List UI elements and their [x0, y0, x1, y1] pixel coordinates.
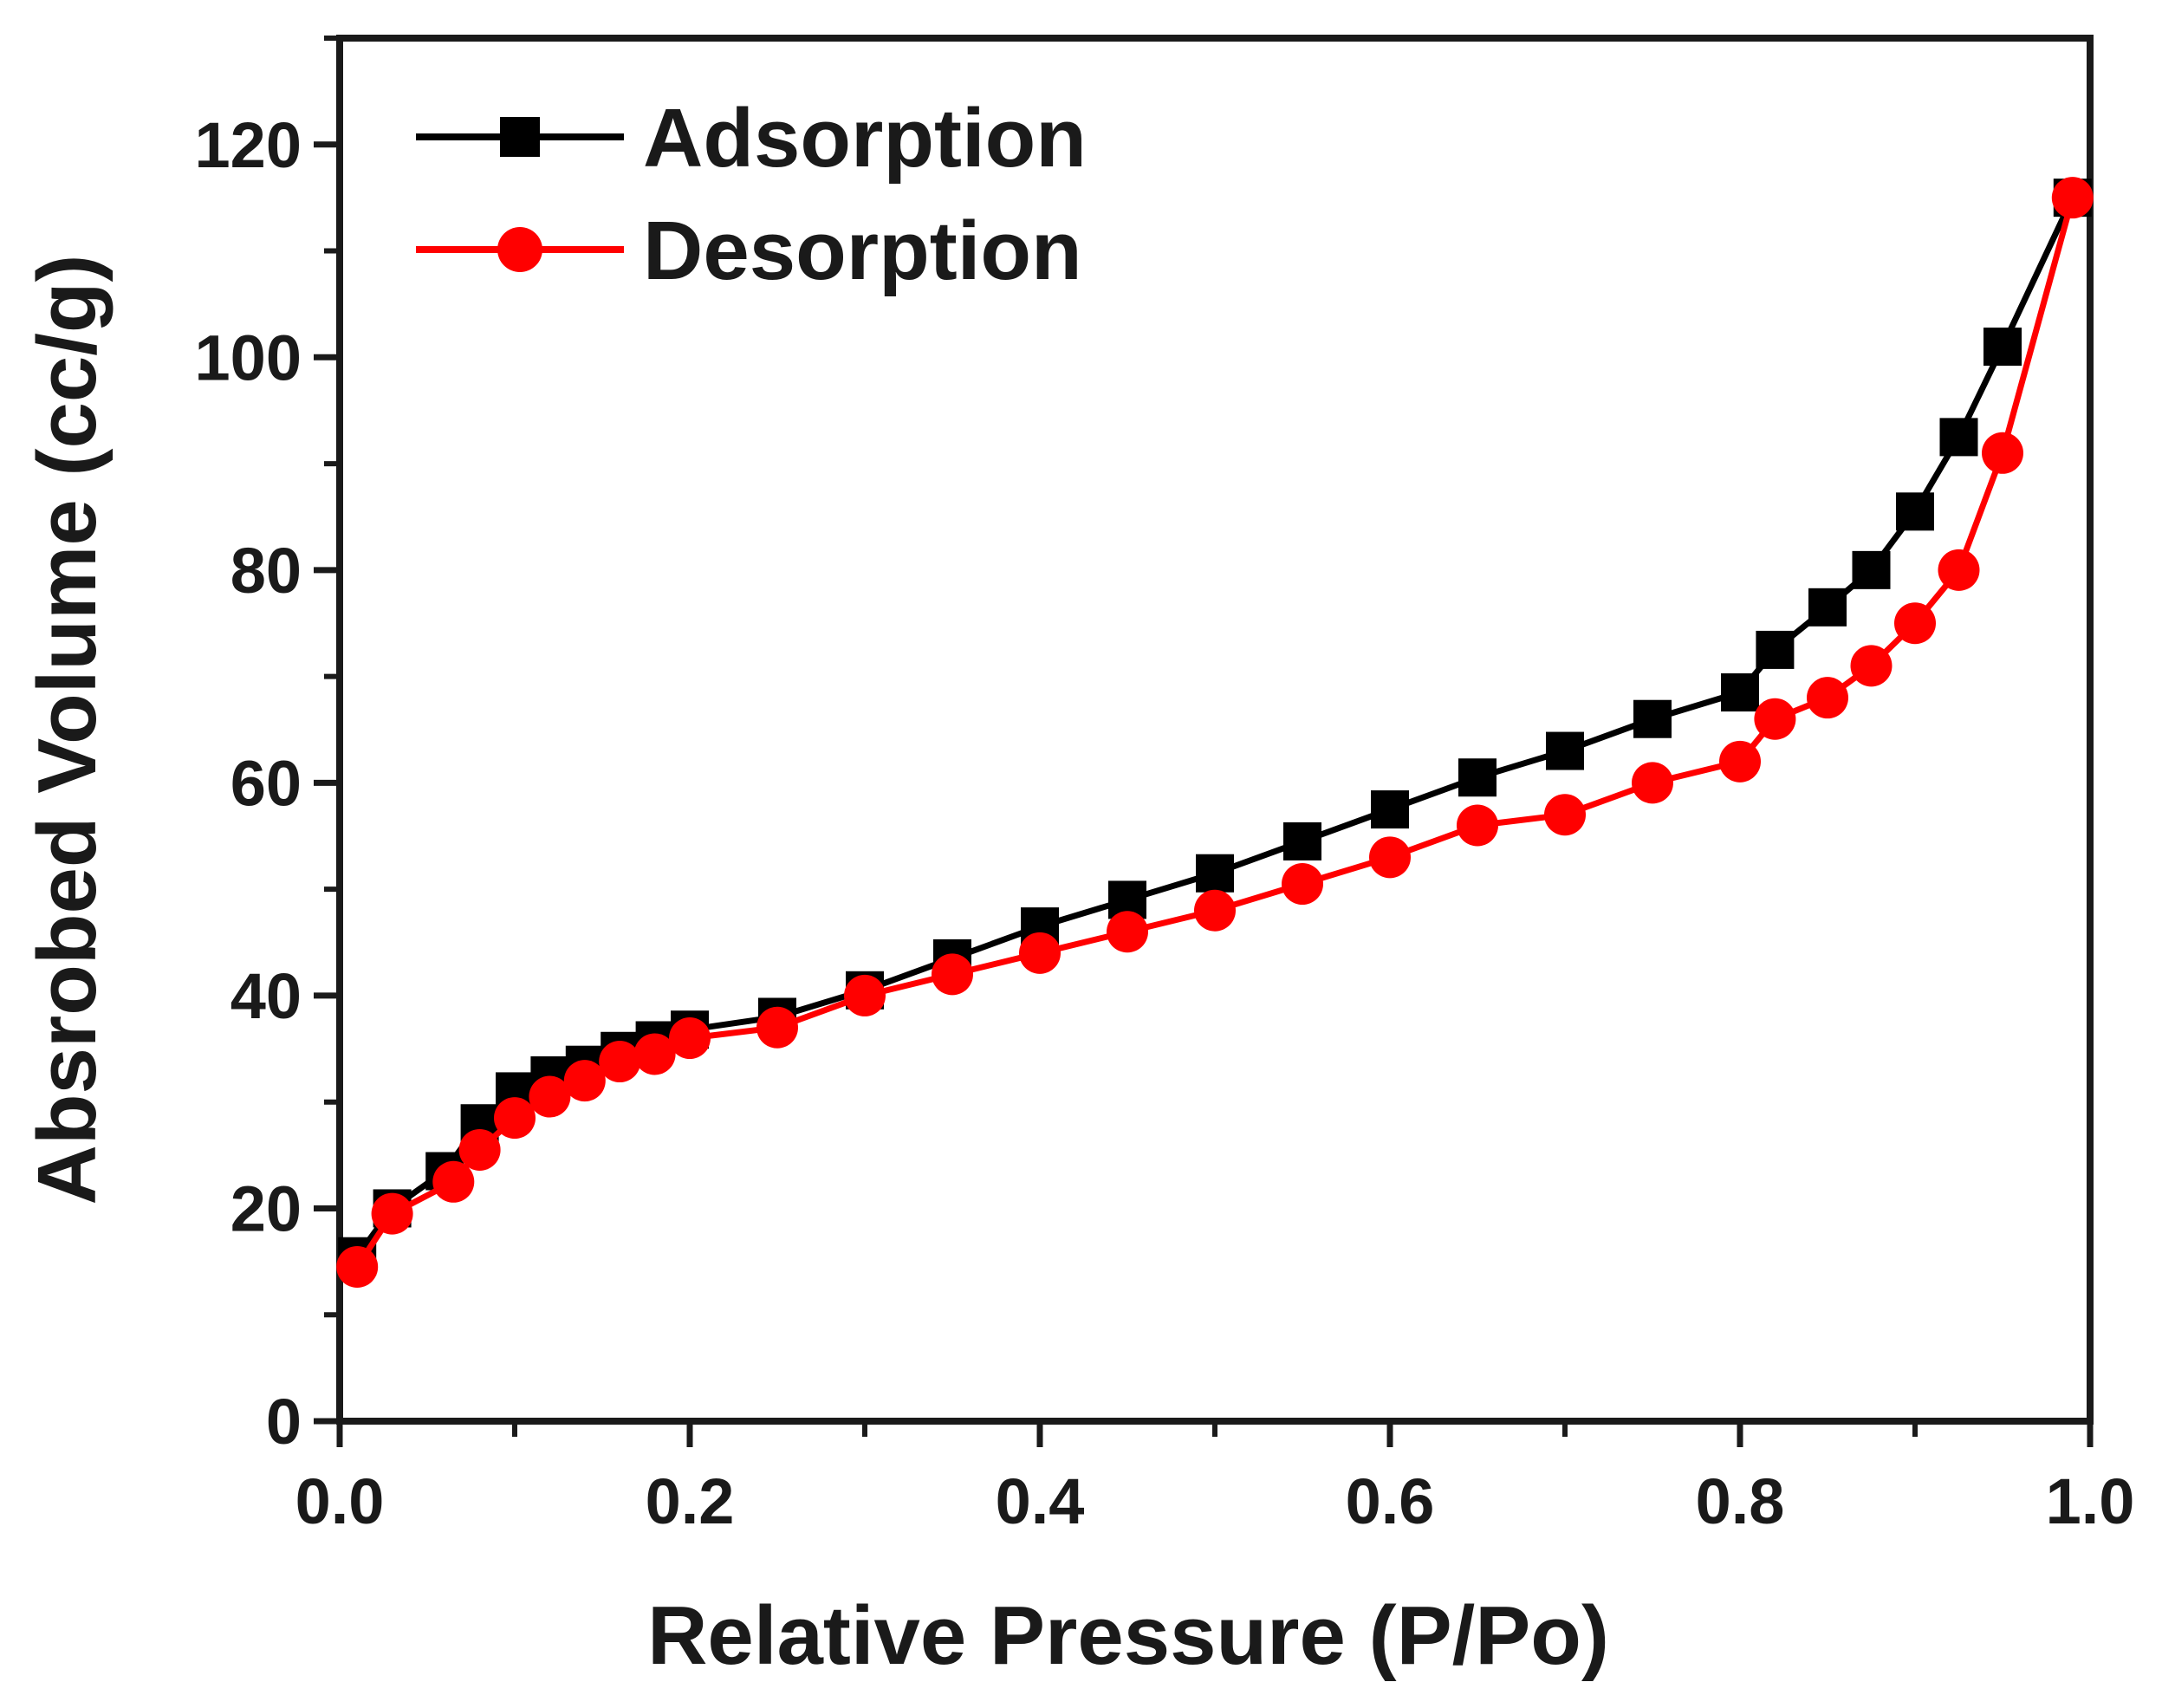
desorption-point — [458, 1128, 501, 1171]
legend: Adsorption Desorption — [416, 92, 1087, 297]
desorption-point — [1457, 804, 1498, 847]
adsorption-point — [1852, 550, 1891, 589]
y-axis-title: Absrobed Volume (cc/g) — [21, 254, 114, 1205]
axis-ticks: 0.0 0.2 0.4 0.6 0.8 1.0 0 20 40 60 80 100 120 — [195, 36, 2135, 1537]
adsorption-point — [1896, 492, 1934, 531]
desorption-point — [756, 1006, 798, 1049]
desorption-point — [1807, 677, 1848, 719]
adsorption-point — [1458, 758, 1497, 797]
y-tick-label: 100 — [195, 321, 302, 393]
series-adsorption — [338, 179, 2092, 1276]
adsorption-point — [1371, 790, 1409, 829]
adsorption-line — [354, 196, 2075, 1258]
desorption-point — [599, 1041, 641, 1083]
y-tick-label: 20 — [230, 1172, 302, 1244]
desorption-line — [354, 197, 2076, 1269]
desorption-point — [669, 1017, 711, 1060]
adsorption-point — [1983, 328, 2022, 367]
desorption-point — [1369, 836, 1411, 879]
legend-label-adsorption: Adsorption — [643, 92, 1087, 185]
adsorption-point — [1808, 588, 1847, 627]
adsorption-point — [1633, 699, 1672, 738]
desorption-point — [1938, 549, 1980, 591]
desorption-point — [1107, 911, 1148, 953]
desorption-point — [336, 1245, 379, 1288]
desorption-point — [1850, 645, 1893, 687]
desorption-point — [1894, 602, 1936, 645]
x-tick-label: 0.6 — [1346, 1465, 1435, 1537]
series-desorption — [336, 177, 2094, 1288]
desorption-point — [1194, 889, 1236, 932]
y-tick-label: 60 — [230, 747, 302, 819]
desorption-point — [494, 1097, 536, 1140]
desorption-point — [371, 1192, 413, 1235]
desorption-point — [932, 953, 973, 996]
x-tick-label: 0.2 — [646, 1465, 735, 1537]
adsorption-point — [1939, 418, 1978, 457]
desorption-point — [563, 1060, 606, 1102]
desorption-point — [1019, 932, 1061, 974]
x-axis-title: Relative Pressure (P/Po) — [647, 1589, 1609, 1682]
desorption-point — [844, 974, 886, 1016]
adsorption-point — [1546, 731, 1584, 770]
legend-marker-adsorption — [500, 117, 540, 157]
x-tick-label: 1.0 — [2046, 1465, 2135, 1537]
x-tick-label: 0.4 — [996, 1465, 1085, 1537]
desorption-point — [633, 1033, 676, 1075]
legend-marker-desorption — [497, 227, 542, 272]
desorption-point — [1282, 863, 1323, 906]
adsorption-point — [1283, 822, 1321, 860]
x-tick-label: 0.0 — [295, 1465, 385, 1537]
legend-label-desorption: Desorption — [643, 205, 1082, 297]
plot-frame — [336, 35, 2094, 1425]
adsorption-point — [1721, 673, 1759, 712]
y-tick-label: 120 — [195, 109, 302, 181]
series-layer — [336, 177, 2094, 1288]
desorption-point — [1982, 432, 2023, 474]
desorption-point — [432, 1160, 475, 1203]
x-tick-label: 0.8 — [1696, 1465, 1785, 1537]
desorption-point — [1719, 740, 1761, 783]
desorption-point — [529, 1075, 571, 1118]
y-tick-label: 40 — [230, 960, 302, 1032]
adsorption-point — [1756, 630, 1795, 669]
desorption-point — [1632, 762, 1673, 804]
adsorption-point — [1196, 854, 1234, 893]
desorption-point — [1544, 794, 1586, 836]
desorption-point — [1754, 698, 1796, 740]
desorption-point — [2051, 177, 2094, 219]
y-tick-label: 0 — [266, 1386, 302, 1458]
y-tick-label: 80 — [230, 535, 302, 607]
